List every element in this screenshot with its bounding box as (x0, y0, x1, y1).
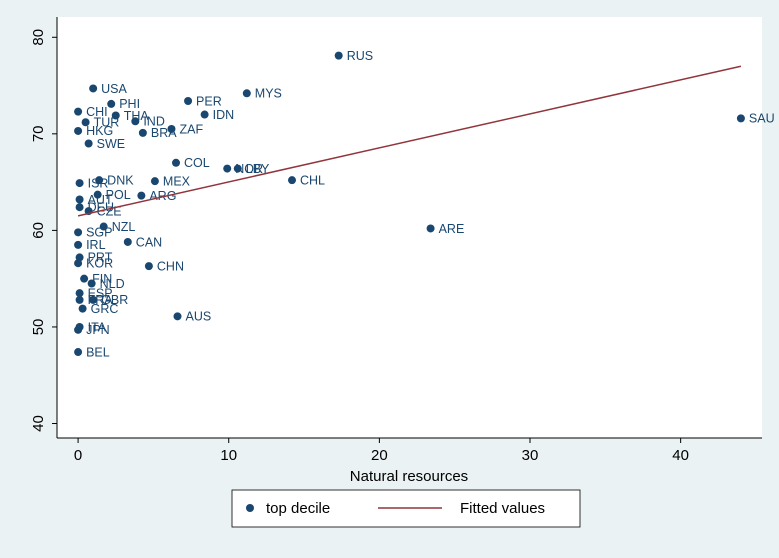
point-label: MEX (163, 174, 191, 188)
point-label: PRT (88, 251, 113, 265)
point (75, 295, 84, 304)
point (75, 195, 84, 204)
plot-area (57, 17, 762, 438)
point-label: THA (124, 109, 150, 123)
point (107, 99, 116, 108)
point (81, 118, 90, 127)
point (184, 97, 193, 106)
point-label: ARG (149, 189, 176, 203)
point-label: LBY (246, 162, 270, 176)
x-tick-label: 30 (522, 447, 539, 464)
point (87, 279, 96, 288)
y-tick-label: 80 (30, 29, 47, 46)
point-label: AUT (88, 193, 113, 207)
y-tick-label: 60 (30, 222, 47, 239)
point-label: RUS (347, 49, 373, 63)
point (288, 176, 296, 185)
point-label: SAU (749, 112, 775, 126)
x-tick-label: 40 (672, 447, 689, 464)
point (138, 128, 147, 137)
x-tick-label: 10 (220, 447, 237, 464)
point (84, 139, 93, 148)
point-label: CHN (157, 259, 184, 273)
point-label: BEL (86, 345, 110, 359)
point (75, 289, 84, 298)
point-label: POL (106, 188, 131, 202)
x-axis-title: Natural resources (350, 468, 468, 485)
point-label: ZAF (179, 122, 203, 136)
point (74, 126, 83, 135)
y-tick-label: 70 (30, 125, 47, 142)
point (111, 111, 120, 120)
point-label: USA (101, 82, 127, 96)
point-label: SWE (97, 137, 125, 151)
point-label: CAN (136, 235, 162, 249)
y-tick-label: 50 (30, 319, 47, 336)
point-label: HKG (86, 124, 113, 138)
point (172, 158, 181, 167)
point-label: ITA (88, 320, 107, 334)
legend-marker (246, 504, 254, 512)
point-label: TUR (94, 116, 120, 130)
x-tick-label: 20 (371, 447, 388, 464)
point-label: ARE (439, 222, 465, 236)
point-label: GRC (91, 302, 119, 316)
point (89, 84, 98, 93)
point-label: PHI (119, 97, 140, 111)
point (80, 274, 89, 283)
legend-label: Fitted values (460, 500, 545, 517)
x-tick-label: 0 (74, 447, 82, 464)
point-label: FIN (92, 272, 112, 286)
point-label: IND (143, 115, 165, 129)
point (74, 259, 83, 268)
point-label: CHI (86, 105, 108, 119)
point (74, 325, 83, 334)
point (736, 114, 745, 123)
point-label: PER (196, 94, 222, 108)
point-label: IDN (213, 108, 235, 122)
point (75, 179, 84, 188)
point (74, 240, 83, 249)
point-label: IRL (86, 238, 106, 252)
point (75, 203, 84, 212)
point (334, 51, 343, 60)
fit-line (77, 65, 742, 217)
point-label: NOR (235, 162, 263, 176)
point-label: NLD (100, 277, 125, 291)
point (74, 348, 83, 357)
point (137, 191, 146, 200)
point-label: COL (184, 156, 210, 170)
point (233, 164, 242, 173)
point-label: AUS (186, 310, 212, 324)
point-label: CHL (300, 173, 325, 187)
point-label: DNK (107, 173, 134, 187)
point (74, 107, 83, 116)
y-tick-label: 40 (30, 415, 47, 432)
legend-label: top decile (266, 500, 330, 517)
point (167, 125, 176, 134)
point (99, 222, 108, 231)
point (93, 190, 102, 199)
point (242, 89, 251, 98)
point-label: JPN (86, 323, 110, 337)
point (150, 177, 159, 186)
point-label: DEU (88, 201, 114, 215)
point-label: KOR (86, 257, 113, 271)
point (426, 224, 435, 233)
point (223, 164, 232, 173)
point-label: NZL (112, 220, 136, 234)
point (78, 304, 87, 313)
point-label: GBR (101, 293, 128, 307)
point (89, 295, 98, 304)
point (123, 237, 132, 246)
point (95, 176, 104, 185)
point (144, 262, 153, 271)
point (200, 110, 209, 119)
point (74, 228, 83, 237)
point-label: MYS (255, 87, 282, 101)
point (131, 117, 140, 126)
point (173, 312, 182, 321)
